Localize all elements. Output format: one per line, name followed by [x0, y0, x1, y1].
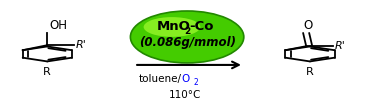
Text: toluene/: toluene/ [138, 74, 181, 84]
Text: R': R' [335, 41, 345, 51]
Text: O: O [181, 74, 190, 84]
Text: MnO: MnO [157, 21, 191, 33]
Text: R': R' [76, 40, 86, 50]
Ellipse shape [144, 17, 200, 37]
Text: 2: 2 [184, 27, 191, 36]
Ellipse shape [130, 11, 244, 63]
Text: O: O [304, 19, 313, 32]
Text: R: R [43, 67, 51, 77]
Text: -Co: -Co [189, 21, 214, 33]
Text: 2: 2 [194, 78, 198, 87]
Text: R: R [306, 67, 314, 77]
Text: (0.086g/mmol): (0.086g/mmol) [139, 36, 235, 49]
Text: 110°C: 110°C [169, 90, 201, 100]
Text: OH: OH [49, 19, 67, 32]
